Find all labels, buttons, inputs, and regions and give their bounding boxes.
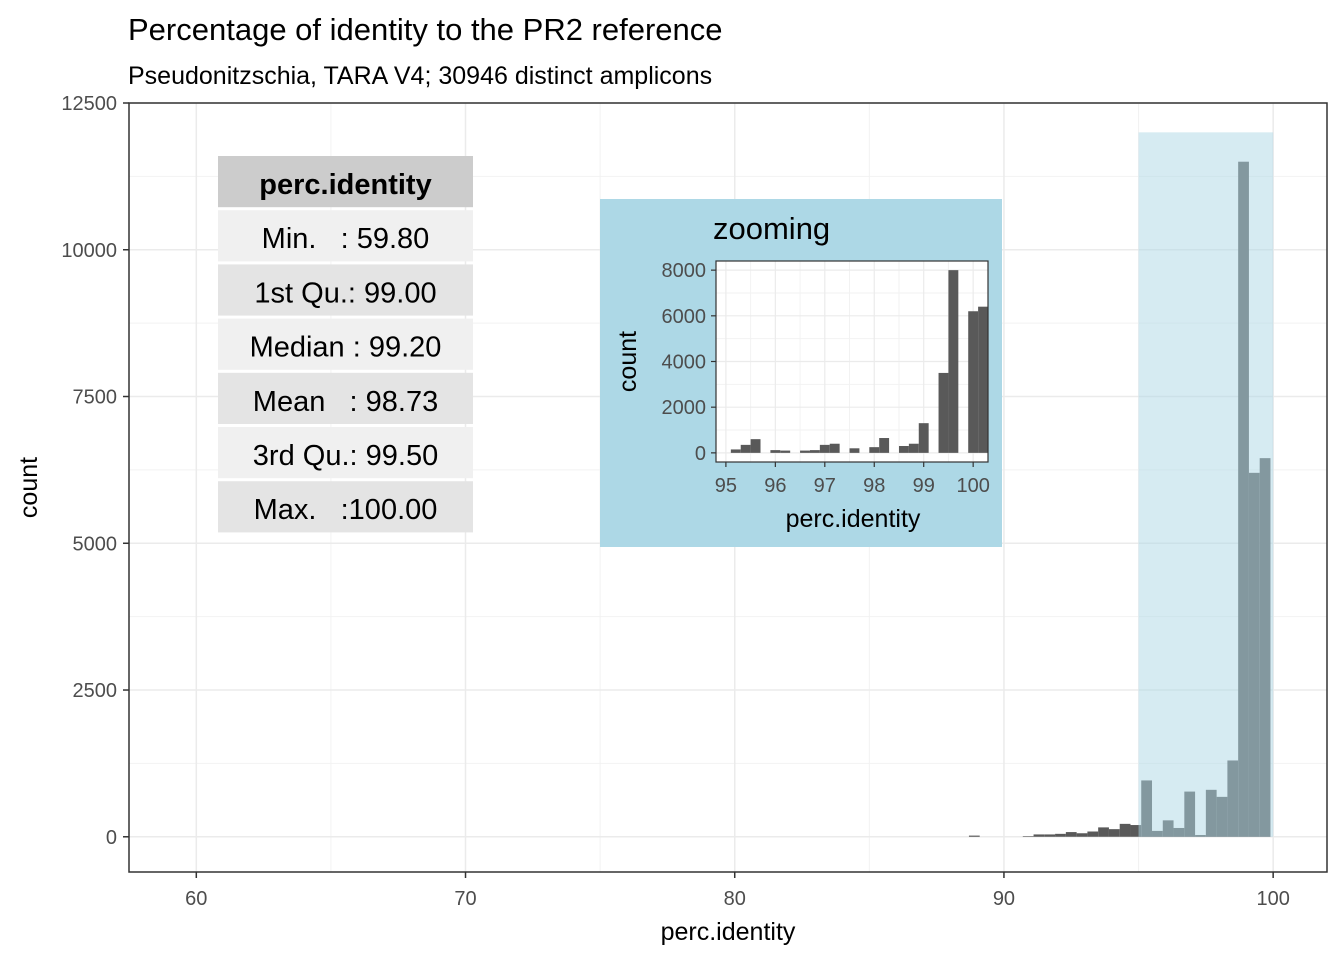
histogram-bar <box>1065 832 1077 837</box>
x-tick-label: 100 <box>1256 888 1289 910</box>
inset-x-tick-label: 97 <box>814 475 836 497</box>
histogram-bar <box>1119 823 1131 837</box>
table-cell-text: Min. : 59.80 <box>262 223 430 255</box>
inset-histogram-bar <box>780 450 791 453</box>
inset-histogram-bar <box>968 311 979 453</box>
inset-x-axis-title: perc.identity <box>786 505 921 533</box>
zoom-highlight-region <box>1138 132 1274 837</box>
histogram-bar <box>968 835 980 837</box>
table-cell-text: Median : 99.20 <box>250 332 442 364</box>
table-row <box>218 481 473 533</box>
table-header-text: perc.identity <box>259 169 431 201</box>
inset-x-tick-label: 100 <box>956 475 989 497</box>
inset-x-tick-label: 96 <box>764 475 786 497</box>
y-axis-title: count <box>15 457 43 518</box>
histogram-bar <box>1033 834 1045 837</box>
inset-y-tick-label: 4000 <box>662 352 707 374</box>
table-row <box>218 427 473 479</box>
inset-y-tick-label: 6000 <box>662 306 707 328</box>
histogram-bar <box>1130 825 1142 837</box>
x-tick-label: 90 <box>993 888 1015 910</box>
y-tick-label: 0 <box>106 827 117 849</box>
x-tick-label: 70 <box>454 888 476 910</box>
inset-x-tick-label: 95 <box>715 475 737 497</box>
plot-border <box>128 102 1328 873</box>
x-tick-label: 60 <box>185 888 207 910</box>
inset-histogram-bar <box>770 450 781 453</box>
inset-histogram-bar <box>849 448 860 453</box>
table-row <box>218 318 473 370</box>
x-axis-title: perc.identity <box>661 918 796 946</box>
summary-table: perc.identity Min. : 59.80 1st Qu.: 99.00 M… <box>218 156 473 533</box>
table-header-cell <box>218 156 473 208</box>
inset-x-tick-label: 99 <box>913 475 935 497</box>
inset-y-axis-title: count <box>614 331 642 392</box>
inset-x-tick-label: 98 <box>863 475 885 497</box>
table-cell-text: 3rd Qu.: 99.50 <box>253 440 438 472</box>
table-cell-text: Mean : 98.73 <box>253 386 438 418</box>
inset-histogram-bar <box>740 444 751 453</box>
table-row <box>218 264 473 316</box>
inset-histogram-bar <box>879 438 890 453</box>
inset-histogram-bar <box>750 439 761 453</box>
inset-histogram-bar <box>869 447 880 453</box>
inset-histogram-bar <box>908 443 919 453</box>
x-tick-label: 80 <box>724 888 746 910</box>
inset-y-tick-label: 2000 <box>662 397 707 419</box>
inset-histogram-bar <box>730 449 741 453</box>
inset-title: zooming <box>713 211 830 246</box>
inset-histogram-bar <box>938 372 949 453</box>
histogram-bar <box>1098 827 1109 837</box>
y-tick-label: 10000 <box>61 240 117 262</box>
histogram-bar <box>1022 836 1034 837</box>
inset-histogram-bar <box>898 446 909 453</box>
inset-histogram-bar <box>918 423 929 453</box>
histogram-bar <box>1076 833 1088 837</box>
table-row <box>218 210 473 262</box>
chart-title: Percentage of identity to the PR2 refere… <box>128 12 723 47</box>
table-cell-text: 1st Qu.: 99.00 <box>254 277 436 309</box>
histogram-bar <box>1055 833 1066 837</box>
histogram-bar <box>1087 831 1099 837</box>
inset-y-tick-label: 0 <box>695 443 706 465</box>
inset-y-tick-label: 8000 <box>662 260 707 282</box>
y-tick-label: 2500 <box>73 680 118 702</box>
chart-subtitle: Pseudonitzschia, TARA V4; 30946 distinct… <box>128 62 712 90</box>
y-tick-label: 12500 <box>61 93 117 115</box>
inset-histogram-bar <box>819 444 830 453</box>
histogram-bar <box>1108 829 1120 837</box>
y-tick-label: 7500 <box>73 387 118 409</box>
histogram-bar <box>1044 834 1056 837</box>
y-tick-label: 5000 <box>73 533 118 555</box>
table-row <box>218 372 473 424</box>
table-cell-text: Max. :100.00 <box>254 494 438 526</box>
inset-histogram-bar <box>809 450 820 453</box>
zoom-inset: zooming 95 96 97 98 99 100 0 2000 4000 6000 8000 per… <box>600 199 1002 547</box>
inset-histogram-bar <box>800 450 810 453</box>
inset-histogram-bar <box>829 443 840 453</box>
inset-histogram-bar <box>948 270 959 453</box>
inset-histogram-bar <box>978 306 988 453</box>
